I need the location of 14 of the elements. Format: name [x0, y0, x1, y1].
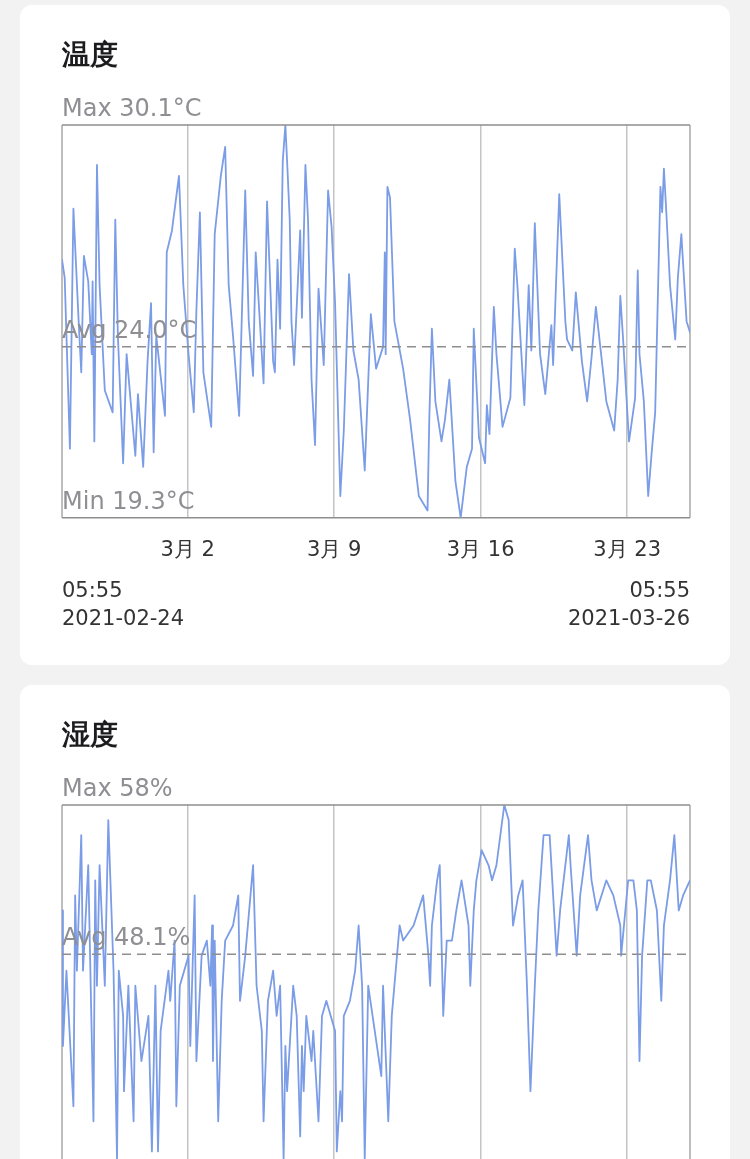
ref-line-label: Max [62, 94, 112, 122]
x-tick-label: 3月 9 [306, 536, 362, 561]
y-tick-label: 58% [119, 774, 173, 802]
x-tick-label: 3月 23 [593, 536, 662, 561]
text: 05:55 2021-02-24 [62, 577, 185, 632]
ref-line-label: Max [62, 774, 112, 802]
text: 05:55 2021-03-26 [567, 577, 690, 632]
chart-title: 湿度 [62, 718, 118, 752]
chart-title: 温度 [62, 38, 118, 72]
y-tick-label: Min 19.3°C [62, 486, 195, 515]
y-tick-label: 30.1°C [119, 94, 202, 122]
x-tick-label: 3月 16 [446, 536, 515, 561]
y-tick-label: 48.1% [114, 923, 191, 952]
x-tick-label: 3月 2 [160, 536, 215, 561]
